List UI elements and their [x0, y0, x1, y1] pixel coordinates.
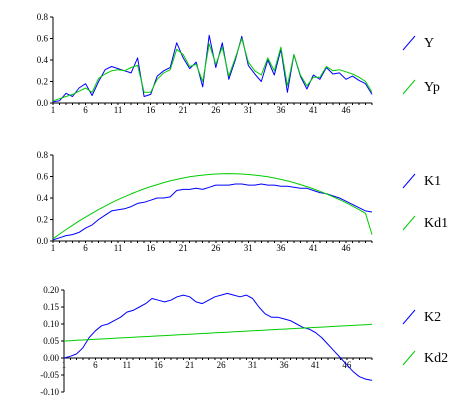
x-tick-label: 26: [211, 243, 221, 253]
y-tick-label: 0.8: [37, 12, 49, 22]
y-tick-label: 0.0: [37, 236, 49, 246]
x-tick-label: 36: [276, 243, 286, 253]
y-tick-label: 0.15: [43, 302, 59, 312]
x-tick-label: 31: [244, 243, 253, 253]
x-tick-label: 41: [309, 243, 318, 253]
series-line-kd1: [52, 173, 373, 240]
y-tick-label: -0.10: [40, 387, 59, 397]
legend-label-y: Y: [424, 36, 434, 51]
legend-swatch-yp: [402, 79, 416, 95]
x-tick-label: 31: [248, 360, 257, 370]
legend-swatch-k2: [402, 309, 416, 325]
y-tick-label: 0.10: [43, 319, 59, 329]
x-tick-label: 6: [93, 360, 98, 370]
y-tick-label: 0.8: [37, 150, 49, 160]
legend-swatch-kd1: [402, 215, 416, 231]
chart-3: 0.200.150.100.050.00-0.05-0.101 6 11 16 21 26…: [40, 285, 448, 397]
x-tick-label: 21: [179, 105, 188, 115]
series-line-k1: [52, 183, 373, 241]
x-tick-label: 26: [217, 360, 227, 370]
x-tick-label: 16: [146, 105, 156, 115]
x-tick-label: 1: [51, 243, 56, 253]
x-tick-label: 11: [114, 105, 123, 115]
legend-label-yp: Yp: [424, 80, 440, 95]
x-tick-label: 16: [154, 360, 164, 370]
x-tick-label: 21: [185, 360, 194, 370]
y-tick-label: 0.05: [43, 336, 59, 346]
y-tick-label: 0.2: [37, 215, 48, 225]
series-line-k2: [63, 292, 373, 381]
x-tick-label: 11: [123, 360, 132, 370]
y-tick-label: 0.0: [37, 98, 49, 108]
legend-swatch-k1: [402, 173, 416, 189]
y-tick-label: 0.6: [37, 172, 49, 182]
y-tick-label: 0.4: [37, 193, 49, 203]
x-tick-label: 11: [114, 243, 123, 253]
x-tick-label: 6: [83, 243, 88, 253]
x-tick-label: 36: [276, 105, 286, 115]
x-tick-label: 26: [211, 105, 221, 115]
x-tick-label: 41: [309, 105, 318, 115]
x-tick-label: 31: [244, 105, 253, 115]
series-line-y: [52, 34, 373, 103]
series-line-kd2: [63, 323, 373, 342]
legend-swatch-y: [402, 35, 416, 51]
y-tick-label: -0.05: [40, 370, 59, 380]
legend-label-k1: K1: [424, 174, 441, 189]
x-tick-label: 46: [341, 105, 351, 115]
y-tick-label: 0.20: [43, 285, 59, 295]
x-tick-label: 21: [179, 243, 188, 253]
y-tick-label: 0.4: [37, 55, 49, 65]
x-tick-label: 1: [51, 105, 56, 115]
y-tick-label: 0.2: [37, 77, 48, 87]
y-tick-label: 0.6: [37, 34, 49, 44]
x-tick-label: 41: [311, 360, 320, 370]
x-tick-label: 1: [62, 360, 67, 370]
series-line-yp: [52, 38, 373, 102]
legend-swatch-kd2: [402, 350, 416, 366]
x-tick-label: 16: [146, 243, 156, 253]
legend-label-kd1: Kd1: [424, 216, 448, 231]
legend-label-k2: K2: [424, 310, 441, 325]
y-tick-label: 0.00: [43, 353, 59, 363]
x-tick-label: 36: [280, 360, 290, 370]
x-tick-label: 46: [341, 243, 351, 253]
legend-label-kd2: Kd2: [424, 351, 448, 366]
x-tick-label: 6: [83, 105, 88, 115]
